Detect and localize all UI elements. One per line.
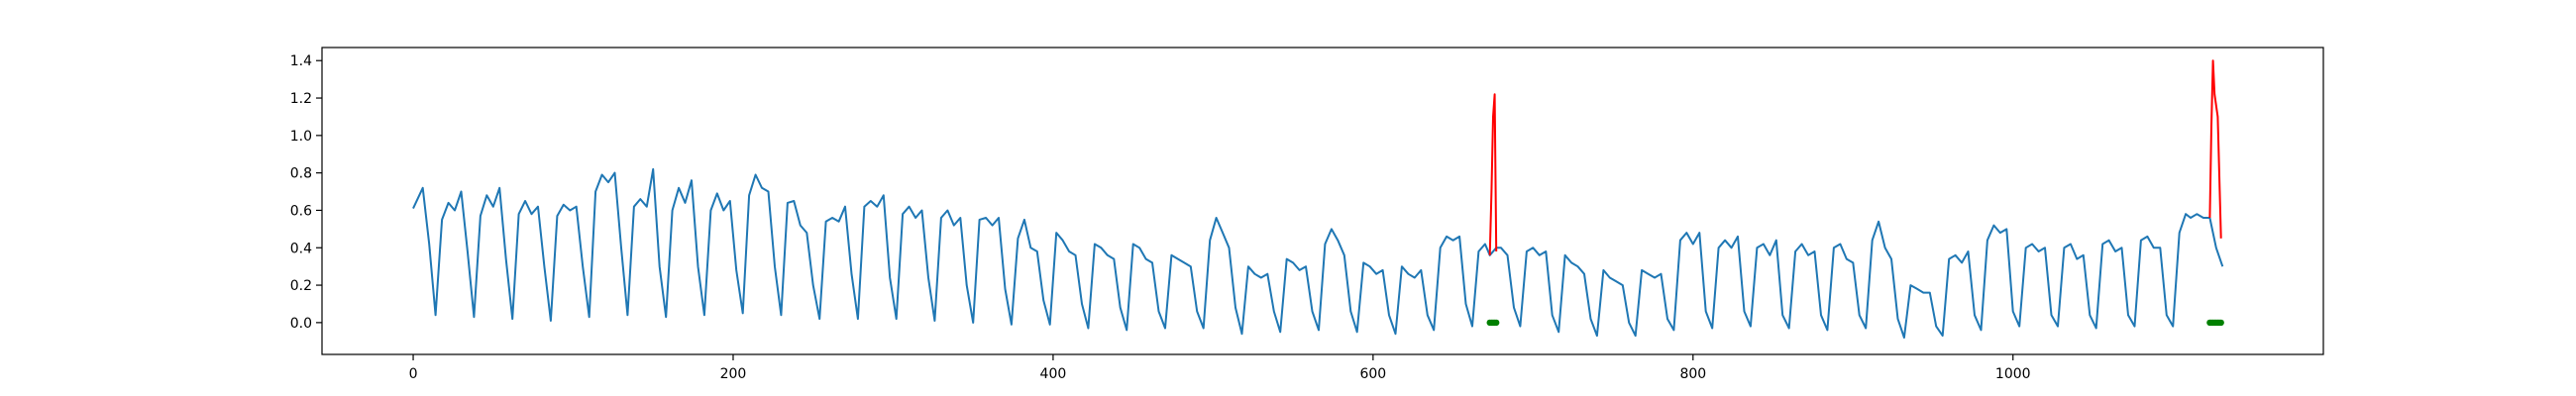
x-tick-label: 800: [1679, 366, 1706, 382]
y-tick-label: 0.0: [290, 316, 312, 332]
series-layer: [412, 59, 2224, 339]
x-tick-label: 0: [409, 366, 418, 382]
y-tick-label: 1.4: [290, 53, 312, 69]
y-tick-label: 0.8: [290, 166, 312, 182]
y-tick-label: 0.2: [290, 278, 312, 294]
axes-layer: 0 200 400 600 800 1000 0.0 0.2 0.4 0.6 0.8 1.0 1.2 1.…: [290, 53, 2031, 382]
anomaly-point-12: [2217, 319, 2224, 327]
plot-frame: [321, 47, 2324, 355]
series-line-1: [1488, 93, 1498, 255]
y-tick-label: 1.2: [290, 91, 312, 107]
x-tick-label: 200: [720, 366, 747, 382]
series-line-0: [412, 167, 2224, 339]
x-tick-label: 400: [1040, 366, 1067, 382]
x-tick-label: 600: [1359, 366, 1386, 382]
x-tick-label: 1000: [1995, 366, 2031, 382]
series-line-2: [2208, 59, 2222, 239]
anomaly-point-4: [1493, 319, 1500, 327]
y-tick-label: 0.4: [290, 241, 312, 256]
y-tick-label: 1.0: [290, 129, 312, 145]
y-tick-label: 0.6: [290, 203, 312, 219]
